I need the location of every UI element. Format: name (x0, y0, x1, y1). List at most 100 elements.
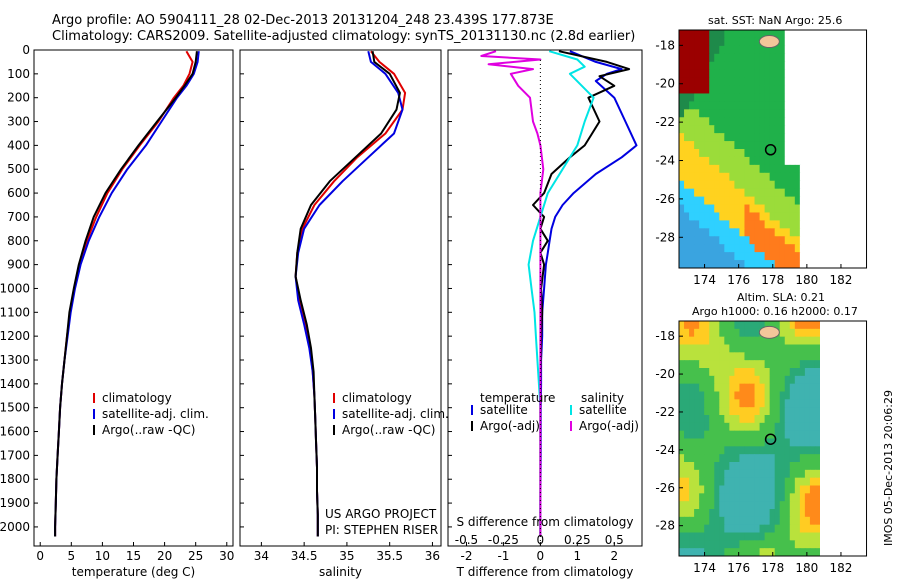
map-cell (704, 53, 710, 63)
map-cell (684, 540, 690, 549)
map-cell (754, 252, 761, 261)
map-cell (689, 141, 695, 150)
map-cell (779, 93, 786, 102)
map-cell (724, 430, 730, 439)
map-cell (694, 321, 700, 330)
y-tick-label: 1300 (0, 353, 30, 367)
map-cell (694, 236, 700, 245)
map-cell (694, 477, 700, 486)
map-cell (814, 501, 821, 510)
map-cell (769, 375, 776, 385)
map-cell (804, 180, 811, 190)
map-cell (709, 516, 715, 526)
map-cell (799, 321, 806, 330)
map-cell (759, 188, 766, 198)
map-cell (814, 391, 821, 400)
map-cell (814, 30, 821, 39)
x-tick-label: 35.5 (376, 549, 403, 563)
map-cell (714, 196, 720, 206)
map-cell (779, 196, 786, 206)
map-cell (794, 156, 801, 166)
map-cell (684, 352, 690, 361)
map-cell (749, 375, 756, 385)
map-cell (709, 368, 715, 377)
map-cell (709, 438, 715, 447)
map-cell (714, 548, 720, 557)
map-cell (784, 133, 791, 142)
map-cell (789, 493, 796, 502)
map-cell (794, 85, 801, 94)
map-cell (689, 422, 695, 432)
map-cell (714, 477, 720, 486)
map-cell (794, 61, 801, 71)
map-cell (744, 532, 750, 541)
map-cell (814, 125, 821, 134)
map-cell (739, 399, 745, 408)
map-cell (714, 524, 720, 533)
map-cell (769, 156, 776, 166)
map-cell (794, 328, 801, 338)
map-cell (729, 69, 735, 79)
map-cell (734, 446, 740, 455)
map-cell (744, 352, 750, 361)
map-cell (689, 485, 695, 494)
map-cell (719, 454, 725, 463)
map-cell (714, 133, 720, 142)
map-cell (734, 125, 740, 134)
map-cell (724, 328, 730, 338)
map-cell (679, 438, 685, 447)
map-cell (699, 485, 705, 494)
map-cell (794, 477, 801, 486)
map-cell (739, 485, 745, 494)
map-cell (689, 344, 695, 353)
map-cell (799, 228, 806, 237)
map-cell (734, 383, 740, 392)
legend-label: climatology (102, 391, 172, 405)
map-cell (689, 524, 695, 533)
map-cell (719, 321, 725, 330)
map-cell (774, 391, 781, 400)
map-cell (764, 407, 771, 416)
map-cell (724, 141, 730, 150)
map-cell (754, 37, 761, 47)
map-cell (764, 509, 771, 518)
map-cell (729, 37, 735, 47)
map-cell (784, 360, 791, 369)
map-cell (794, 383, 801, 392)
sla-map-subtitle: Argo h1000: 0.16 h2000: 0.17 (692, 305, 858, 318)
map-cell (809, 352, 816, 361)
map-cell (679, 485, 685, 494)
map-cell (779, 172, 786, 182)
map-cell (694, 516, 700, 526)
map-cell (719, 125, 725, 134)
map-cell (814, 196, 821, 206)
map-cell (809, 30, 816, 39)
map-cell (779, 69, 786, 79)
map-cell (694, 164, 700, 174)
map-cell (784, 30, 791, 39)
map-cell (694, 391, 700, 400)
map-cell (754, 93, 761, 102)
map-cell (704, 228, 710, 237)
map-cell (709, 30, 715, 39)
map-cell (804, 149, 811, 158)
map-cell (774, 125, 781, 134)
legend-label: climatology (342, 391, 412, 405)
map-cell (804, 446, 811, 455)
map-cell (754, 360, 761, 369)
map-cell (729, 172, 735, 182)
map-cell (709, 407, 715, 416)
map-cell (759, 360, 766, 369)
map-cell (809, 53, 816, 63)
map-cell (734, 485, 740, 494)
map-y-tick-label: -18 (655, 38, 675, 52)
map-cell (769, 422, 776, 432)
map-cell (684, 204, 690, 213)
map-cell (799, 391, 806, 400)
map-cell (709, 61, 715, 71)
map-cell (699, 477, 705, 486)
map-x-tick-label: 176 (727, 561, 750, 575)
x-tick-label: -1 (497, 549, 509, 563)
map-cell (719, 244, 725, 253)
map-cell (704, 352, 710, 361)
